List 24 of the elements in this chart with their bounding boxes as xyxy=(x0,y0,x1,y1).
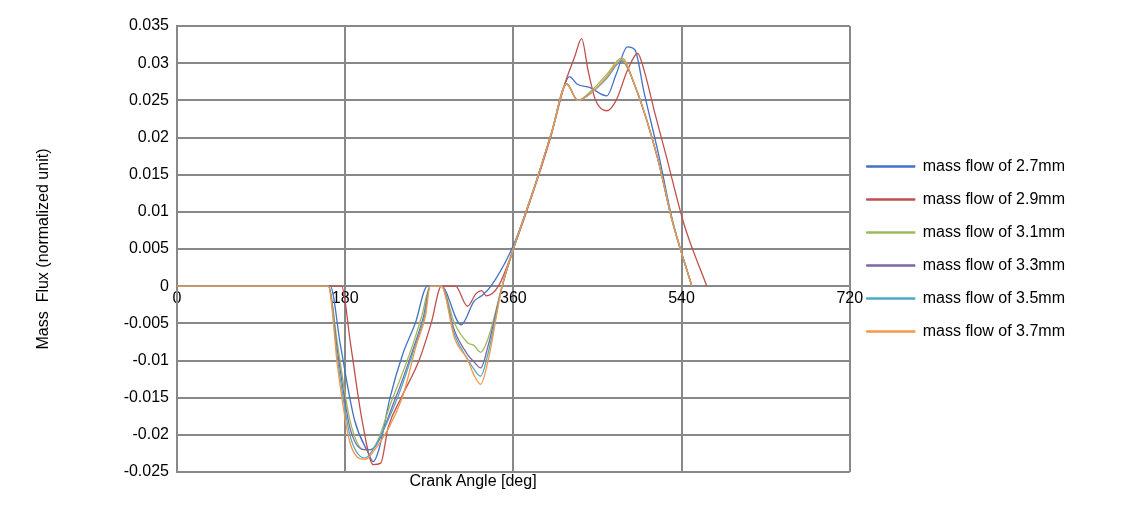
y-tick-label: 0.025 xyxy=(128,90,170,108)
y-tick-label: 0.03 xyxy=(137,53,170,71)
y-tick-label: -0.015 xyxy=(123,388,170,406)
y-axis-title: Mass Flux (normalized unit) xyxy=(34,148,52,350)
legend-label: mass flow of 2.7mm xyxy=(922,156,1066,174)
y-tick-label: -0.01 xyxy=(132,350,170,368)
x-tick-label: 720 xyxy=(836,289,864,307)
y-tick-label: 0.005 xyxy=(128,239,170,257)
x-tick-label: 360 xyxy=(500,289,527,307)
legend-label: mass flow of 3.3mm xyxy=(922,255,1066,273)
y-tick-label: -0.025 xyxy=(123,462,170,480)
legend-label: mass flow of 2.9mm xyxy=(922,189,1066,207)
y-tick-label: 0.01 xyxy=(137,202,170,220)
legend-label: mass flow of 3.5mm xyxy=(922,288,1066,306)
y-tick-label: -0.005 xyxy=(123,313,170,331)
y-tick-label: 0.02 xyxy=(137,127,170,145)
y-tick-label: -0.02 xyxy=(132,425,170,443)
y-tick-label: 0 xyxy=(160,276,170,294)
x-axis-title: Crank Angle [deg] xyxy=(408,472,538,490)
y-tick-label: 0.015 xyxy=(128,165,170,183)
legend-label: mass flow of 3.7mm xyxy=(922,321,1066,339)
y-tick-label: 0.035 xyxy=(128,16,170,34)
legend-label: mass flow of 3.1mm xyxy=(922,222,1066,240)
x-tick-label: 540 xyxy=(668,289,695,307)
